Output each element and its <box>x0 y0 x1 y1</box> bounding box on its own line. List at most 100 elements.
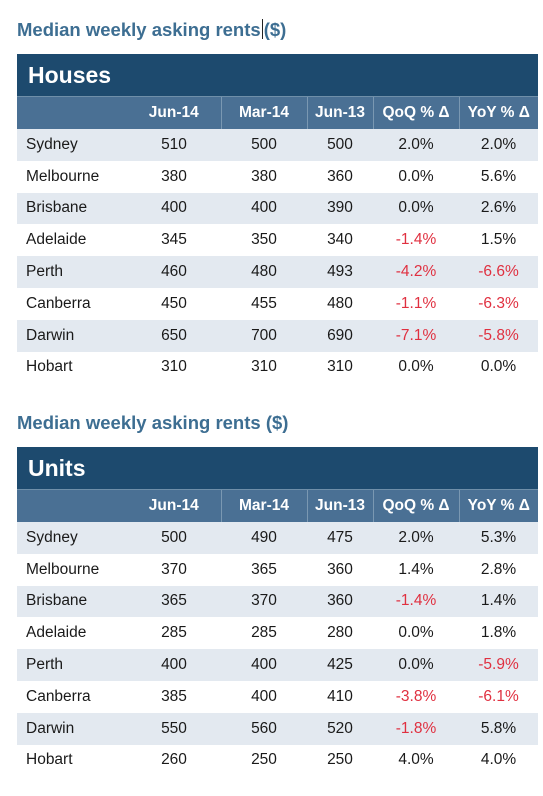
table-row: Perth 400 400 425 0.0% -5.9% <box>17 649 538 681</box>
cell-mar14: 400 <box>221 192 307 225</box>
cell-qoq: -7.1% <box>373 319 459 352</box>
houses-title-unit: ($) <box>263 19 287 40</box>
cell-city: Canberra <box>26 687 91 705</box>
cell-jun14: 370 <box>161 560 187 578</box>
cell-jun14: 310 <box>161 358 187 376</box>
cell-jun13: 690 <box>307 319 373 352</box>
cell-city: Hobart <box>26 751 73 769</box>
cell-yoy: 5.8% <box>459 712 538 745</box>
cell-yoy: -6.3% <box>478 294 519 312</box>
cell-jun13: 500 <box>307 129 373 161</box>
houses-col-jun14: Jun-14 <box>127 97 221 129</box>
cell-yoy: -6.6% <box>459 256 538 288</box>
cell-jun13: 493 <box>307 256 373 288</box>
cell-jun14: 460 <box>127 256 221 288</box>
houses-col-jun13: Jun-13 <box>306 97 373 129</box>
units-section-title: Median weekly asking rents ($) <box>17 412 289 433</box>
cell-qoq: -1.8% <box>373 712 459 745</box>
cell-city: Brisbane <box>17 192 127 225</box>
cell-mar14: 490 <box>221 522 307 554</box>
cell-city: Adelaide <box>26 624 87 642</box>
cell-mar14: 500 <box>221 129 307 161</box>
cell-jun13: 310 <box>327 358 353 376</box>
cell-jun13: 410 <box>327 687 353 705</box>
cell-city: Sydney <box>17 522 127 554</box>
cell-city: Adelaide <box>26 231 87 249</box>
cell-yoy: 5.6% <box>480 167 517 185</box>
cell-city: Darwin <box>17 712 127 745</box>
cell-yoy: 2.0% <box>459 129 538 161</box>
table-row: Melbourne 380 380 360 0.0% 5.6% <box>17 161 538 193</box>
cell-jun13: 280 <box>327 624 353 642</box>
cell-jun13: 250 <box>327 751 353 769</box>
units-table-panel: Units Jun-14 Mar-14 Jun-13 QoQ % Δ YoY % … <box>17 447 538 776</box>
cell-mar14: 400 <box>251 687 277 705</box>
table-row: Canberra 385 400 410 -3.8% -6.1% <box>17 681 538 713</box>
cell-jun14: 510 <box>127 129 221 161</box>
table-row: Sydney 510 500 500 2.0% 2.0% <box>17 129 538 161</box>
table-row: Adelaide 285 285 280 0.0% 1.8% <box>17 617 538 649</box>
cell-jun13: 340 <box>327 231 353 249</box>
cell-mar14: 700 <box>221 319 307 352</box>
cell-yoy: 0.0% <box>480 358 517 376</box>
cell-qoq: 0.0% <box>398 167 434 185</box>
units-col-yoy: YoY % Δ <box>458 490 538 522</box>
cell-mar14: 250 <box>251 751 277 769</box>
cell-jun14: 400 <box>127 649 221 681</box>
units-col-qoq: QoQ % Δ <box>372 490 459 522</box>
units-col-city <box>17 490 127 522</box>
table-row: Adelaide 345 350 340 -1.4% 1.5% <box>17 224 538 256</box>
table-row: Brisbane 400 400 390 0.0% 2.6% <box>17 192 538 225</box>
units-col-mar14: Mar-14 <box>220 490 307 522</box>
cell-city: Melbourne <box>26 560 100 578</box>
houses-col-qoq: QoQ % Δ <box>372 97 459 129</box>
cell-qoq: 0.0% <box>373 192 459 225</box>
cell-qoq: -1.4% <box>395 231 437 249</box>
table-row: Perth 460 480 493 -4.2% -6.6% <box>17 256 538 288</box>
units-col-jun14: Jun-14 <box>127 490 221 522</box>
cell-mar14: 310 <box>251 358 277 376</box>
cell-jun13: 390 <box>307 192 373 225</box>
table-row: Darwin 550 560 520 -1.8% 5.8% <box>17 712 538 745</box>
cell-city: Darwin <box>17 319 127 352</box>
cell-yoy: 4.0% <box>480 751 517 769</box>
cell-jun14: 550 <box>127 712 221 745</box>
table-row: Brisbane 365 370 360 -1.4% 1.4% <box>17 585 538 618</box>
cell-city: Perth <box>17 649 127 681</box>
cell-jun14: 380 <box>161 167 187 185</box>
cell-mar14: 370 <box>221 585 307 618</box>
houses-header-row: Jun-14 Mar-14 Jun-13 QoQ % Δ YoY % Δ <box>17 97 538 129</box>
cell-qoq: -3.8% <box>395 687 437 705</box>
cell-jun14: 500 <box>127 522 221 554</box>
cell-qoq: -1.4% <box>373 585 459 618</box>
cell-yoy: 1.5% <box>480 231 517 249</box>
cell-jun14: 650 <box>127 319 221 352</box>
cell-jun13: 520 <box>307 712 373 745</box>
cell-city: Brisbane <box>17 585 127 618</box>
cell-qoq: -1.1% <box>395 294 437 312</box>
cell-city: Melbourne <box>26 167 100 185</box>
cell-qoq: 1.4% <box>398 560 434 578</box>
units-panel-header: Units <box>17 447 538 490</box>
cell-qoq: -4.2% <box>373 256 459 288</box>
cell-qoq: 2.0% <box>373 129 459 161</box>
units-header-row: Jun-14 Mar-14 Jun-13 QoQ % Δ YoY % Δ <box>17 490 538 522</box>
cell-jun14: 365 <box>127 585 221 618</box>
cell-mar14: 480 <box>221 256 307 288</box>
cell-mar14: 400 <box>221 649 307 681</box>
cell-yoy: 1.8% <box>480 624 517 642</box>
cell-yoy: 2.6% <box>459 192 538 225</box>
houses-table: Jun-14 Mar-14 Jun-13 QoQ % Δ YoY % Δ Sydn… <box>17 97 538 383</box>
cell-mar14: 285 <box>251 624 277 642</box>
cell-mar14: 365 <box>251 560 277 578</box>
cell-yoy: -5.9% <box>459 649 538 681</box>
cell-qoq: 0.0% <box>373 649 459 681</box>
cell-jun14: 400 <box>127 192 221 225</box>
cell-city: Hobart <box>26 358 73 376</box>
cell-yoy: 2.8% <box>480 560 517 578</box>
cell-jun13: 360 <box>327 560 353 578</box>
houses-panel-header: Houses <box>17 54 538 97</box>
cell-yoy: -5.8% <box>459 319 538 352</box>
cell-qoq: 0.0% <box>398 624 434 642</box>
table-row: Hobart 260 250 250 4.0% 4.0% <box>17 745 538 777</box>
